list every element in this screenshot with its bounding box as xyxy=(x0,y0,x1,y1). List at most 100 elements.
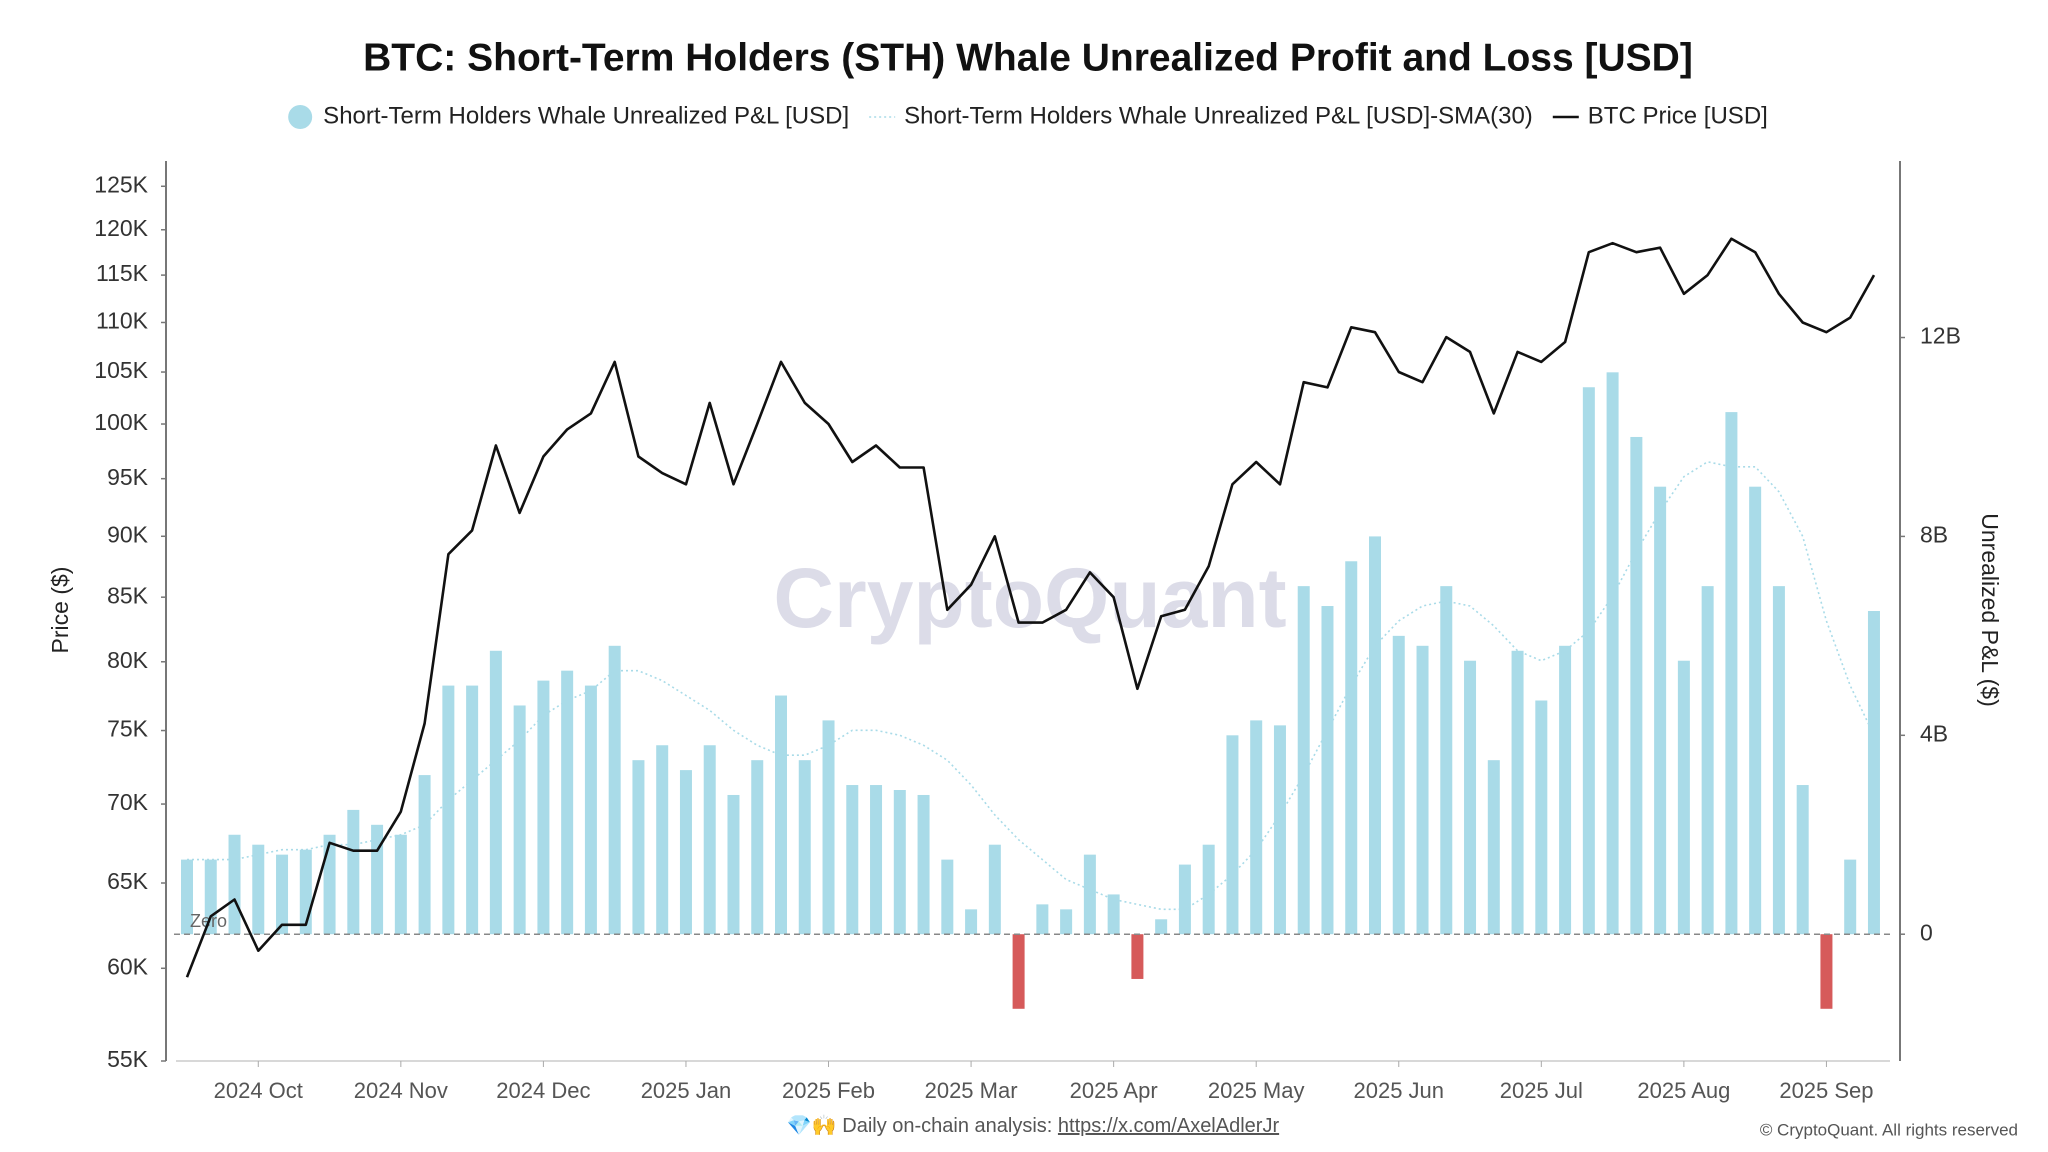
bar xyxy=(347,809,360,935)
copyright: © CryptoQuant. All rights reserved xyxy=(1760,1120,2018,1139)
bar xyxy=(1677,660,1690,935)
bar xyxy=(988,844,1001,935)
bar xyxy=(1036,904,1049,935)
bar xyxy=(561,670,574,935)
bar xyxy=(632,760,645,935)
x-tick-label: 2025 Feb xyxy=(782,1078,875,1103)
legend-label: Short-Term Holders Whale Unrealized P&L … xyxy=(904,102,1533,129)
bar xyxy=(442,685,455,935)
y2-tick-label: 4B xyxy=(1920,720,1948,746)
bar xyxy=(371,824,384,935)
bar xyxy=(584,685,597,935)
bar xyxy=(1178,864,1191,935)
bar xyxy=(1155,919,1168,935)
y-tick-label: 75K xyxy=(107,716,149,742)
footer-text: Daily on-chain analysis: xyxy=(842,1115,1052,1137)
bar xyxy=(656,745,669,935)
bar xyxy=(1559,645,1572,935)
bar xyxy=(775,695,787,935)
y2-tick-label: 12B xyxy=(1920,323,1961,349)
legend: Short-Term Holders Whale Unrealized P&L … xyxy=(288,102,1768,129)
bar xyxy=(1582,387,1595,935)
x-tick-label: 2025 Jan xyxy=(641,1078,732,1103)
bar xyxy=(418,775,431,935)
y-tick-label: 55K xyxy=(107,1046,149,1072)
bar xyxy=(1321,606,1334,935)
x-tick-label: 2025 Mar xyxy=(925,1078,1018,1103)
bar xyxy=(1060,909,1073,935)
bar xyxy=(751,760,764,935)
bar xyxy=(1345,561,1358,935)
x-tick-label: 2025 May xyxy=(1208,1078,1305,1103)
y-tick-label: 70K xyxy=(107,789,149,815)
bar xyxy=(679,770,692,935)
bar xyxy=(1083,854,1096,935)
bar xyxy=(822,720,835,935)
bar xyxy=(1369,536,1381,935)
bar xyxy=(1416,645,1429,935)
bar xyxy=(1464,660,1477,935)
line xyxy=(187,461,1875,911)
bar xyxy=(1630,436,1643,935)
bar xyxy=(394,834,407,935)
watermark: CryptoQuant xyxy=(773,551,1286,645)
y-tick-label: 120K xyxy=(94,215,148,241)
y-tick-label: 85K xyxy=(107,582,149,608)
legend-label: Short-Term Holders Whale Unrealized P&L … xyxy=(323,102,849,129)
bar xyxy=(1440,586,1453,935)
y-tick-label: 90K xyxy=(107,521,149,547)
bar xyxy=(608,645,621,935)
bar xyxy=(1012,934,1025,1009)
x-tick-label: 2025 Sep xyxy=(1779,1078,1873,1103)
bar xyxy=(1107,894,1120,935)
legend-marker xyxy=(288,105,313,129)
bar xyxy=(252,844,265,935)
x-tick-label: 2024 Oct xyxy=(214,1078,303,1103)
y-tick-label: 110K xyxy=(96,308,149,334)
bar xyxy=(703,745,716,935)
bar xyxy=(727,794,740,935)
bar xyxy=(1535,700,1548,935)
y-tick-label: 95K xyxy=(107,464,149,490)
x-tick-label: 2025 Apr xyxy=(1070,1078,1158,1103)
bar xyxy=(1511,650,1524,935)
y-tick-label: 60K xyxy=(107,953,149,979)
bar xyxy=(1867,611,1880,935)
bar xyxy=(1820,934,1833,1009)
footer: 💎🙌 Daily on-chain analysis: https://x.co… xyxy=(787,1114,1280,1137)
bar xyxy=(1725,412,1738,935)
x-tick-label: 2025 Jul xyxy=(1500,1078,1583,1103)
bar xyxy=(965,909,978,935)
bar xyxy=(941,859,954,935)
chart-title: BTC: Short-Term Holders (STH) Whale Unre… xyxy=(363,36,1693,79)
bar xyxy=(1250,720,1263,935)
bar xyxy=(1273,725,1286,935)
y-tick-label: 80K xyxy=(107,647,149,673)
y-axis-label: Price ($) xyxy=(47,567,73,654)
y-tick-label: 105K xyxy=(94,357,148,383)
bar xyxy=(1202,844,1215,935)
bar xyxy=(1226,735,1239,935)
line xyxy=(185,237,1876,978)
y-tick-label: 65K xyxy=(107,868,149,894)
bar xyxy=(1487,760,1500,935)
footer-link[interactable]: https://x.com/AxelAdlerJr xyxy=(1058,1115,1280,1137)
y-tick-label: 100K xyxy=(94,409,148,435)
bar xyxy=(1654,486,1667,935)
bar xyxy=(1131,934,1144,979)
bar xyxy=(276,854,289,935)
x-tick-label: 2025 Aug xyxy=(1637,1078,1730,1103)
bar xyxy=(1392,635,1405,935)
bar xyxy=(893,790,906,935)
bar xyxy=(846,785,859,935)
y2-tick-label: 0 xyxy=(1920,919,1933,945)
bar xyxy=(798,760,811,935)
bar xyxy=(1701,586,1714,935)
x-tick-label: 2024 Nov xyxy=(354,1078,448,1103)
bar xyxy=(1796,785,1809,935)
bar xyxy=(181,859,193,935)
bar xyxy=(917,794,930,935)
bar xyxy=(1606,372,1619,935)
